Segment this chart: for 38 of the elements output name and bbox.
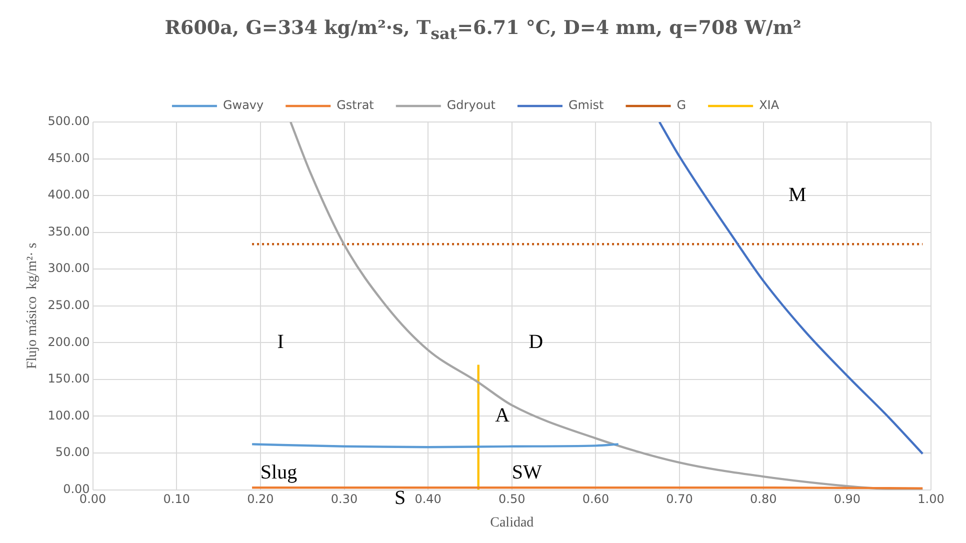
y-tick-label: 300.00 [48, 261, 90, 276]
x-tick-label: 0.30 [330, 492, 358, 506]
annotation: S [394, 487, 406, 510]
annotation: Slug [260, 462, 298, 484]
annotation: D [528, 330, 544, 353]
chart-title: R600a, G=334 kg/m²·s, T$_{sat}$=6.71 °C, D=4 mm, q=708 W/m² [164, 16, 802, 45]
y-tick-label: 500.00 [48, 114, 90, 128]
y-tick-label: 400.00 [48, 188, 90, 202]
legend-label: Gdryout [446, 98, 496, 112]
annotation: SW [512, 462, 542, 484]
legend-label: Gmist [568, 98, 604, 112]
x-tick-label: 0.90 [834, 492, 861, 506]
x-tick-label: 0.10 [163, 492, 190, 506]
x-tick-label: 0.00 [79, 492, 106, 506]
y-tick-label: 250.00 [48, 298, 90, 312]
x-axis-title: Calidad [490, 515, 534, 530]
annotation: A [495, 404, 510, 426]
y-tick-label: 200.00 [48, 334, 90, 349]
x-tick-label: 1.00 [918, 492, 944, 506]
y-tick-label: 100.00 [48, 408, 90, 422]
legend-label: G [676, 98, 686, 112]
x-tick-label: 0.20 [247, 492, 274, 506]
x-tick-label: 0.80 [750, 492, 777, 506]
line-series [658, 122, 924, 455]
x-tick-label: 0.50 [498, 492, 526, 506]
y-tick-label: 50.00 [55, 445, 90, 460]
x-tick-label: 0.60 [582, 492, 610, 506]
x-tick-label: 0.40 [414, 492, 442, 506]
y-tick-label: 450.00 [48, 150, 90, 165]
annotation: I [277, 330, 284, 353]
annotation: M [788, 184, 807, 206]
x-tick-label: 0.70 [666, 492, 693, 506]
y-tick-label: 150.00 [48, 372, 90, 386]
y-axis-title: Flujo másico kg/m²· s [25, 242, 40, 370]
legend-label: Gwavy [222, 98, 264, 112]
legend-label: Gstrat [336, 98, 374, 112]
y-tick-label: 350.00 [48, 224, 90, 238]
legend-label: XIA [759, 98, 780, 112]
